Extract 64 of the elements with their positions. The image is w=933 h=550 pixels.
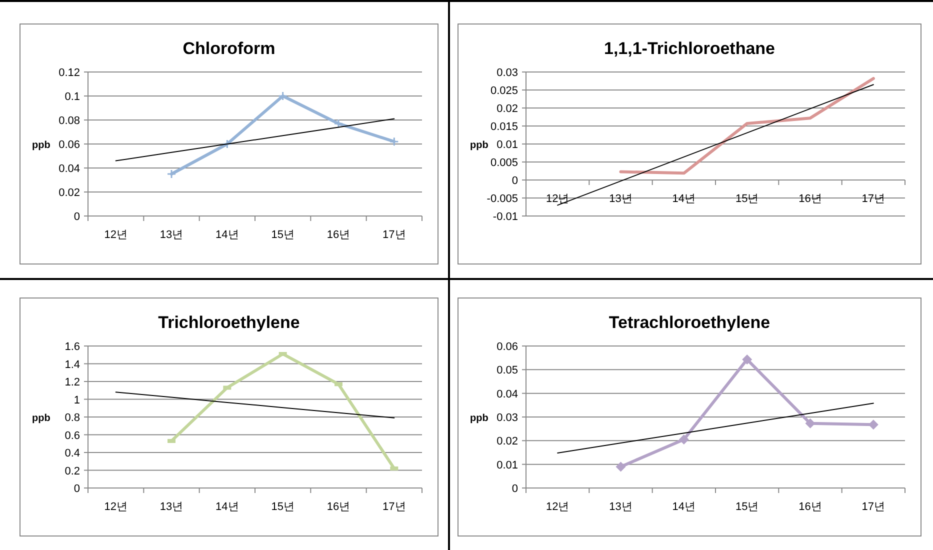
- y-tick-label: 0.1: [64, 91, 80, 103]
- y-tick-label: 0: [74, 211, 80, 223]
- y-tick-label: 0.015: [490, 121, 518, 133]
- x-tick-label: 15년: [271, 229, 294, 241]
- y-tick-label: 0.03: [496, 412, 518, 424]
- x-tick-label: 16년: [326, 229, 350, 241]
- y-tick-label: 0.6: [64, 430, 80, 442]
- x-tick-label: 16년: [798, 501, 822, 513]
- x-tick-label: 16년: [798, 193, 822, 205]
- chart-title: Chloroform: [182, 39, 276, 58]
- x-tick-label: 12년: [104, 501, 128, 513]
- chart-title: Trichloroethylene: [158, 313, 300, 332]
- x-tick-label: 15년: [271, 501, 294, 513]
- x-tick-label: 12년: [546, 501, 570, 513]
- y-tick-label: 0.4: [64, 448, 80, 460]
- x-tick-label: 14년: [216, 501, 239, 513]
- y-tick-label: 0: [512, 175, 518, 187]
- y-tick-label: 0.12: [58, 67, 80, 79]
- y-tick-label: 0.06: [496, 341, 518, 353]
- y-axis-title: ppb: [470, 413, 488, 424]
- x-tick-label: 13년: [609, 193, 632, 205]
- x-tick-label: 13년: [160, 229, 184, 241]
- y-tick-label: 0.03: [496, 67, 518, 79]
- x-tick-label: 15년: [735, 501, 759, 513]
- x-tick-label: 15년: [735, 193, 759, 205]
- y-tick-label: 0.06: [58, 139, 80, 151]
- y-tick-label: 0.01: [496, 139, 518, 151]
- chart-title: 1,1,1-Trichloroethane: [604, 39, 775, 58]
- x-tick-label: 13년: [160, 501, 184, 513]
- y-tick-label: 0.02: [496, 436, 518, 448]
- y-tick-label: 0.08: [58, 115, 80, 127]
- x-tick-label: 17년: [862, 501, 886, 513]
- x-tick-label: 14년: [216, 229, 239, 241]
- chart-title: Tetrachloroethylene: [608, 313, 770, 332]
- y-tick-label: 1.4: [64, 358, 80, 371]
- y-tick-label: 0.025: [490, 85, 518, 97]
- x-tick-label: 14년: [672, 193, 696, 205]
- x-tick-label: 12년: [104, 229, 128, 241]
- x-tick-label: 14년: [672, 501, 696, 513]
- y-tick-label: 1.6: [64, 341, 80, 353]
- x-tick-label: 17년: [382, 501, 406, 513]
- y-axis-title: ppb: [470, 140, 488, 151]
- y-tick-label: 0.02: [58, 187, 80, 199]
- y-tick-label: 0.04: [496, 388, 518, 400]
- y-tick-label: 0.005: [490, 157, 518, 169]
- y-tick-label: 1: [74, 394, 80, 406]
- x-tick-label: 17년: [382, 229, 406, 241]
- y-tick-label: 0.2: [64, 465, 80, 478]
- y-tick-label: 0: [74, 483, 80, 495]
- x-tick-label: 12년: [546, 193, 570, 205]
- y-tick-label: 0: [512, 483, 518, 495]
- y-tick-label: 0.05: [496, 364, 518, 377]
- y-axis-title: ppb: [32, 413, 50, 424]
- y-tick-label: 1.2: [64, 376, 80, 388]
- y-axis-title: ppb: [32, 140, 50, 151]
- y-tick-label: -0.005: [486, 193, 518, 205]
- y-tick-label: 0.02: [496, 103, 518, 115]
- y-tick-label: 0.04: [58, 163, 80, 175]
- x-tick-label: 13년: [609, 501, 632, 513]
- x-tick-label: 17년: [862, 193, 886, 205]
- y-tick-label: 0.8: [64, 412, 80, 424]
- y-tick-label: -0.01: [492, 211, 518, 223]
- x-tick-label: 16년: [326, 501, 350, 513]
- y-tick-label: 0.01: [496, 459, 518, 472]
